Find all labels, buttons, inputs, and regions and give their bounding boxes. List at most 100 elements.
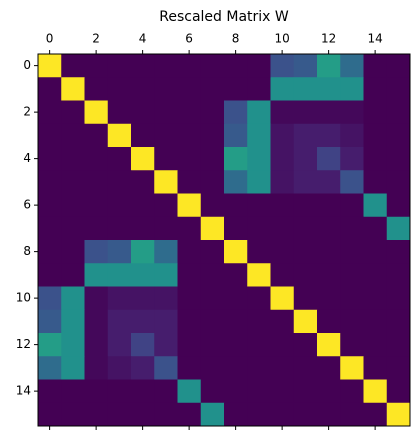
y-tick-label: 14 bbox=[16, 384, 31, 398]
y-tick-label: 0 bbox=[23, 58, 31, 72]
cell bbox=[154, 263, 178, 287]
cell bbox=[247, 77, 271, 101]
cell bbox=[177, 356, 202, 380]
cell bbox=[38, 263, 62, 287]
y-tick-label: 6 bbox=[23, 198, 31, 212]
cell bbox=[340, 379, 364, 404]
cell bbox=[200, 54, 225, 78]
cell bbox=[84, 379, 109, 404]
cell bbox=[107, 100, 132, 125]
cell bbox=[84, 193, 109, 218]
cell bbox=[224, 286, 248, 311]
cell bbox=[247, 216, 271, 241]
cell bbox=[200, 333, 225, 357]
cell bbox=[200, 286, 225, 311]
cell bbox=[270, 240, 295, 264]
cell bbox=[61, 263, 85, 287]
cell bbox=[177, 333, 202, 357]
cell bbox=[154, 100, 178, 125]
cell bbox=[154, 402, 178, 427]
cell bbox=[61, 193, 85, 218]
cell bbox=[340, 356, 364, 380]
cell bbox=[107, 379, 132, 404]
cell bbox=[293, 333, 318, 357]
y-tick-label: 10 bbox=[16, 291, 31, 305]
cell bbox=[84, 402, 109, 427]
cell bbox=[200, 193, 225, 218]
cell bbox=[131, 356, 155, 380]
cell bbox=[317, 147, 341, 171]
cell bbox=[200, 356, 225, 380]
cell bbox=[293, 379, 318, 404]
cell bbox=[224, 147, 248, 171]
cell bbox=[293, 309, 318, 334]
cell bbox=[177, 286, 202, 311]
cell bbox=[340, 54, 364, 78]
cell bbox=[61, 309, 85, 334]
cell bbox=[293, 193, 318, 218]
cell bbox=[247, 240, 271, 264]
cell bbox=[317, 379, 341, 404]
cell bbox=[317, 263, 341, 287]
cell bbox=[247, 356, 271, 380]
cell bbox=[177, 402, 202, 427]
cell bbox=[270, 77, 295, 101]
cell bbox=[38, 309, 62, 334]
cell bbox=[270, 402, 295, 427]
cell bbox=[386, 147, 411, 171]
cell bbox=[224, 100, 248, 125]
cell bbox=[317, 123, 341, 148]
y-tick-label: 2 bbox=[23, 105, 31, 119]
cell bbox=[293, 170, 318, 194]
cell bbox=[131, 263, 155, 287]
cell bbox=[270, 263, 295, 287]
x-tick-label: 8 bbox=[232, 32, 240, 46]
cell bbox=[224, 216, 248, 241]
y-tick-label: 12 bbox=[16, 337, 31, 351]
cell bbox=[177, 170, 202, 194]
cell bbox=[340, 100, 364, 125]
cell bbox=[107, 309, 132, 334]
cell bbox=[38, 240, 62, 264]
cell bbox=[38, 147, 62, 171]
cell bbox=[177, 216, 202, 241]
cell bbox=[107, 356, 132, 380]
cell bbox=[61, 356, 85, 380]
cell bbox=[247, 170, 271, 194]
cell bbox=[317, 100, 341, 125]
cell bbox=[317, 286, 341, 311]
cell bbox=[177, 77, 202, 101]
cell bbox=[293, 240, 318, 264]
cell bbox=[84, 333, 109, 357]
cell bbox=[61, 100, 85, 125]
cell bbox=[154, 77, 178, 101]
cell bbox=[386, 240, 411, 264]
cell bbox=[154, 193, 178, 218]
cell bbox=[363, 193, 388, 218]
cell bbox=[317, 240, 341, 264]
cell bbox=[340, 240, 364, 264]
cell bbox=[38, 402, 62, 427]
cell bbox=[61, 123, 85, 148]
cell bbox=[131, 100, 155, 125]
cell bbox=[84, 286, 109, 311]
cell bbox=[270, 333, 295, 357]
cell bbox=[107, 147, 132, 171]
cell bbox=[38, 333, 62, 357]
cell bbox=[200, 147, 225, 171]
cell bbox=[61, 77, 85, 101]
y-tick-label: 4 bbox=[23, 151, 31, 165]
cell bbox=[363, 379, 388, 404]
cell bbox=[38, 286, 62, 311]
cell bbox=[131, 402, 155, 427]
cell bbox=[131, 170, 155, 194]
cell bbox=[154, 240, 178, 264]
cell bbox=[131, 147, 155, 171]
cell bbox=[247, 123, 271, 148]
cell bbox=[131, 309, 155, 334]
cell bbox=[386, 123, 411, 148]
cell bbox=[270, 54, 295, 78]
cell bbox=[177, 193, 202, 218]
cell bbox=[38, 100, 62, 125]
